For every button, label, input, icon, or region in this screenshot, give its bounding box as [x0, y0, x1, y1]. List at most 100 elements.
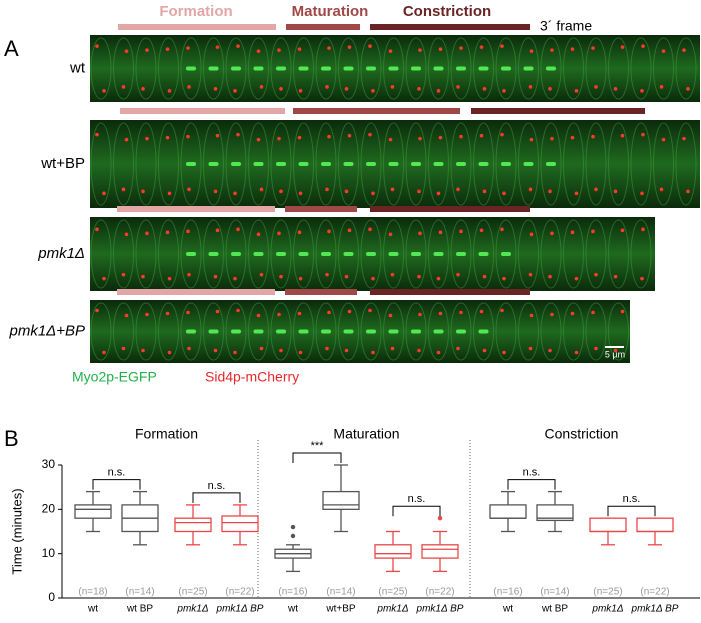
cell: [473, 219, 494, 289]
cell: [540, 37, 562, 100]
spb: [259, 346, 264, 351]
cell: [248, 122, 269, 206]
cell: [675, 122, 697, 206]
x-tick-label: wt BP: [126, 604, 153, 615]
spb: [121, 272, 126, 277]
significance-bracket: [192, 492, 241, 503]
spb: [594, 272, 598, 277]
spb: [236, 227, 240, 232]
cell: [180, 219, 202, 289]
spb: [277, 231, 281, 236]
cell: [608, 219, 629, 289]
ring: [253, 162, 264, 166]
spb: [418, 48, 422, 52]
spb: [550, 312, 554, 317]
spb: [124, 49, 129, 53]
significance-bracket: [292, 452, 342, 463]
spb: [95, 132, 99, 137]
panel-label: A: [4, 36, 19, 61]
cell: [293, 219, 314, 289]
spb: [620, 133, 625, 138]
spb: [277, 136, 281, 141]
cell: [135, 219, 157, 289]
spb: [641, 132, 645, 137]
cell: [158, 122, 179, 206]
spb: [479, 133, 484, 138]
spb: [165, 47, 170, 51]
spb: [574, 89, 579, 93]
spb: [215, 228, 220, 233]
cell: [473, 302, 494, 361]
cell: [630, 122, 652, 206]
ring: [501, 252, 511, 256]
spb: [418, 231, 422, 236]
ring: [276, 329, 286, 334]
ring: [523, 66, 534, 71]
cell: [450, 37, 472, 100]
spb: [456, 187, 460, 192]
ring: [276, 252, 286, 256]
cell: [180, 302, 202, 361]
spb: [215, 309, 220, 314]
ring: [321, 162, 331, 166]
ring: [186, 162, 196, 166]
spb: [297, 135, 302, 140]
n-label: (n=14): [125, 587, 154, 598]
spb: [213, 87, 218, 91]
spb: [165, 230, 170, 235]
spb: [591, 134, 595, 139]
phase-bar: [370, 206, 530, 212]
cell: [428, 302, 449, 361]
phase-title: Maturation: [292, 3, 369, 20]
cell: [158, 219, 179, 289]
spb: [459, 46, 463, 50]
y-tick-label: 10: [42, 546, 56, 560]
spb: [145, 136, 149, 141]
cell: [360, 122, 382, 206]
cell: [270, 302, 292, 361]
panel-label: B: [4, 426, 19, 451]
cell: [248, 219, 269, 289]
spb: [121, 346, 126, 351]
cell: [495, 219, 517, 289]
spb: [259, 85, 264, 89]
phase-bar: [471, 108, 645, 114]
spb: [298, 276, 303, 281]
ring: [208, 252, 219, 256]
spb: [640, 276, 644, 281]
spb: [186, 310, 190, 315]
spb: [570, 135, 575, 140]
cell: [90, 219, 112, 289]
spb: [371, 191, 375, 196]
spb: [297, 230, 302, 235]
cell: [113, 37, 134, 100]
ring: [546, 66, 556, 71]
spb: [121, 187, 126, 192]
ring: [433, 162, 444, 166]
ring: [253, 329, 264, 334]
row-label: pmk1Δ: [37, 245, 85, 262]
ring: [478, 66, 489, 71]
cell: [653, 37, 674, 100]
cell: [585, 219, 607, 289]
spb: [145, 48, 149, 52]
n-label: (n=22): [225, 587, 254, 598]
cell: [585, 122, 607, 206]
x-tick-label: pmk1Δ: [376, 604, 408, 615]
spb: [529, 137, 534, 142]
outlier: [290, 524, 296, 530]
x-tick-label: wt: [287, 604, 298, 615]
group-title: Constriction: [545, 426, 619, 442]
box: [636, 517, 674, 533]
spb: [102, 191, 106, 196]
box: [536, 504, 574, 522]
ring: [478, 329, 489, 334]
row-label: wt: [69, 59, 86, 76]
spb: [529, 232, 534, 237]
phase-bar: [370, 289, 530, 295]
cell: [315, 122, 337, 206]
spb: [528, 272, 533, 277]
ring: [366, 66, 376, 71]
spb: [482, 274, 487, 279]
n-label: (n=14): [326, 587, 355, 598]
